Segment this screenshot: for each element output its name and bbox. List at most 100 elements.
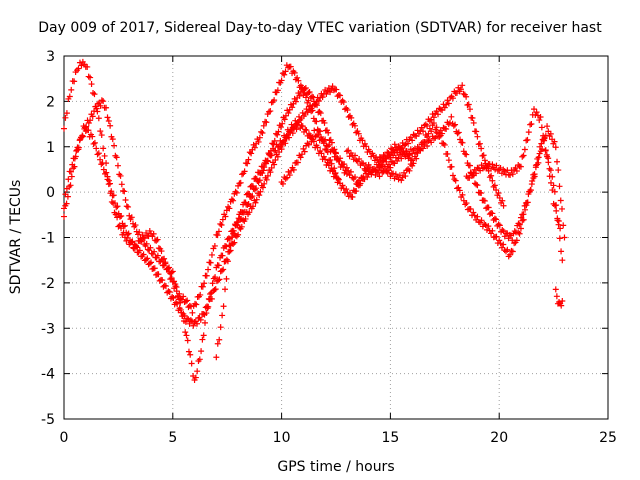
data-point bbox=[295, 77, 302, 84]
data-point bbox=[430, 114, 437, 121]
data-point bbox=[208, 251, 215, 258]
data-point bbox=[346, 189, 353, 196]
data-point bbox=[445, 157, 452, 164]
data-point bbox=[105, 118, 112, 125]
data-points bbox=[61, 58, 568, 384]
y-tick-label: -3 bbox=[41, 321, 55, 337]
data-point bbox=[538, 140, 545, 147]
data-point bbox=[73, 147, 80, 154]
data-point bbox=[279, 120, 286, 127]
data-point bbox=[268, 152, 275, 159]
data-point bbox=[256, 177, 263, 184]
data-point bbox=[299, 123, 306, 130]
data-point bbox=[252, 199, 259, 206]
data-point bbox=[376, 173, 383, 180]
data-point bbox=[424, 134, 431, 141]
data-point bbox=[537, 114, 544, 121]
data-point bbox=[285, 110, 292, 117]
data-point bbox=[237, 179, 244, 186]
data-point bbox=[554, 158, 561, 165]
data-point bbox=[228, 196, 235, 203]
data-point bbox=[455, 129, 462, 136]
data-point bbox=[305, 89, 312, 96]
data-point bbox=[235, 231, 242, 238]
data-point bbox=[551, 138, 558, 145]
data-point bbox=[307, 134, 314, 141]
data-point bbox=[87, 117, 94, 124]
data-point bbox=[205, 266, 212, 273]
data-point bbox=[97, 102, 104, 109]
data-point bbox=[255, 138, 262, 145]
data-point bbox=[274, 131, 281, 138]
data-point bbox=[100, 145, 107, 152]
data-point bbox=[398, 155, 405, 162]
series-arc-9 bbox=[552, 286, 566, 309]
data-point bbox=[528, 181, 535, 188]
data-point bbox=[454, 130, 461, 137]
data-point bbox=[169, 268, 176, 275]
data-point bbox=[527, 186, 534, 193]
data-point bbox=[168, 269, 175, 276]
data-point bbox=[474, 213, 481, 220]
data-point bbox=[448, 113, 455, 120]
data-point bbox=[125, 230, 132, 237]
data-point bbox=[104, 176, 111, 183]
chart-title: Day 009 of 2017, Sidereal Day-to-day VTE… bbox=[38, 20, 602, 36]
data-point bbox=[561, 234, 568, 241]
data-point bbox=[362, 161, 369, 168]
data-point bbox=[151, 265, 158, 272]
data-point bbox=[203, 272, 210, 279]
data-point bbox=[357, 180, 364, 187]
data-point bbox=[257, 170, 264, 177]
data-point bbox=[436, 133, 443, 140]
data-point bbox=[182, 298, 189, 305]
data-point bbox=[275, 128, 282, 135]
data-point bbox=[314, 144, 321, 151]
data-point bbox=[316, 108, 323, 115]
data-point bbox=[353, 157, 360, 164]
data-point bbox=[238, 171, 245, 178]
data-point bbox=[171, 278, 178, 285]
data-point bbox=[409, 150, 416, 157]
data-point bbox=[85, 127, 92, 134]
data-point bbox=[489, 161, 496, 168]
data-point bbox=[189, 309, 196, 316]
data-point bbox=[219, 216, 226, 223]
data-point bbox=[540, 132, 547, 139]
data-point bbox=[523, 137, 530, 144]
axis-ticks: 0 5 10 15 20 25 -5 -4 -3 -2 -1 0 1 2 3 bbox=[41, 49, 617, 446]
data-point bbox=[322, 146, 329, 153]
data-point bbox=[121, 188, 128, 195]
data-point bbox=[402, 173, 409, 180]
data-point bbox=[440, 140, 447, 147]
data-point bbox=[216, 336, 223, 343]
data-point bbox=[422, 121, 429, 128]
data-point bbox=[290, 166, 297, 173]
data-point bbox=[443, 125, 450, 132]
data-point bbox=[67, 182, 74, 189]
data-point bbox=[399, 174, 406, 181]
data-point bbox=[253, 176, 260, 183]
grid-lines bbox=[64, 56, 608, 419]
data-point bbox=[248, 194, 255, 201]
y-tick-label: 3 bbox=[46, 49, 55, 65]
data-point bbox=[90, 89, 97, 96]
data-point bbox=[387, 164, 394, 171]
data-point bbox=[250, 183, 257, 190]
data-point bbox=[96, 99, 103, 106]
data-point bbox=[82, 127, 89, 134]
data-point bbox=[222, 286, 229, 293]
data-point bbox=[545, 159, 552, 166]
data-point bbox=[220, 303, 227, 310]
data-point bbox=[396, 151, 403, 158]
data-point bbox=[489, 177, 496, 184]
data-point bbox=[238, 209, 245, 216]
data-point bbox=[281, 116, 288, 123]
data-point bbox=[432, 134, 439, 141]
data-point bbox=[344, 106, 351, 113]
data-point bbox=[75, 65, 82, 72]
data-point bbox=[381, 163, 388, 170]
data-point bbox=[384, 169, 391, 176]
data-point bbox=[143, 240, 150, 247]
data-point bbox=[246, 191, 253, 198]
